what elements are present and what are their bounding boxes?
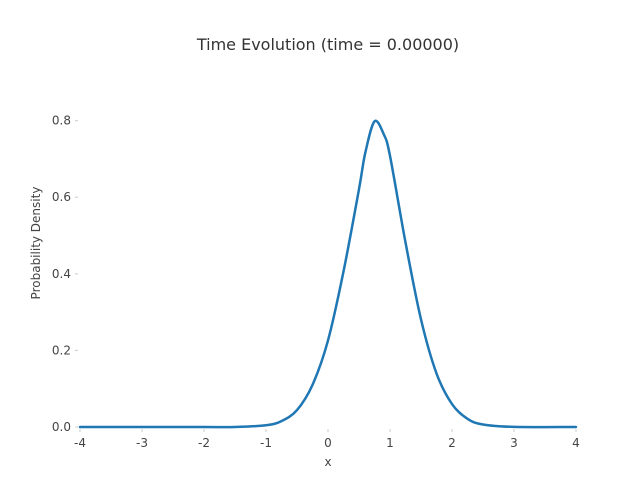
y-tick-label: 0.4: [52, 267, 71, 281]
x-tick-label: 1: [386, 436, 394, 450]
series-line: [78, 119, 578, 429]
x-tick-label: 4: [572, 436, 580, 450]
x-tick-label: 3: [510, 436, 518, 450]
y-tick-label: 0.8: [52, 114, 71, 128]
x-tick-label: -3: [136, 436, 148, 450]
x-tick-label: -1: [260, 436, 272, 450]
x-axis-label: x: [324, 455, 331, 469]
y-tick-label: 0.6: [52, 190, 71, 204]
y-axis: 0.0 0.2 0.4 0.6 0.8: [52, 114, 78, 434]
y-tick-label: 0.0: [52, 420, 71, 434]
x-tick-label: -2: [198, 436, 210, 450]
chart-title: Time Evolution (time = 0.00000): [196, 35, 459, 54]
x-axis: -4 -3 -2 -1 0 1 2 3 4: [74, 429, 580, 450]
x-tick-label: 2: [448, 436, 456, 450]
y-tick-label: 0.2: [52, 343, 71, 357]
y-axis-label: Probability Density: [29, 187, 43, 300]
x-tick-label: -4: [74, 436, 86, 450]
x-tick-label: 0: [324, 436, 332, 450]
series-group: [78, 119, 578, 429]
